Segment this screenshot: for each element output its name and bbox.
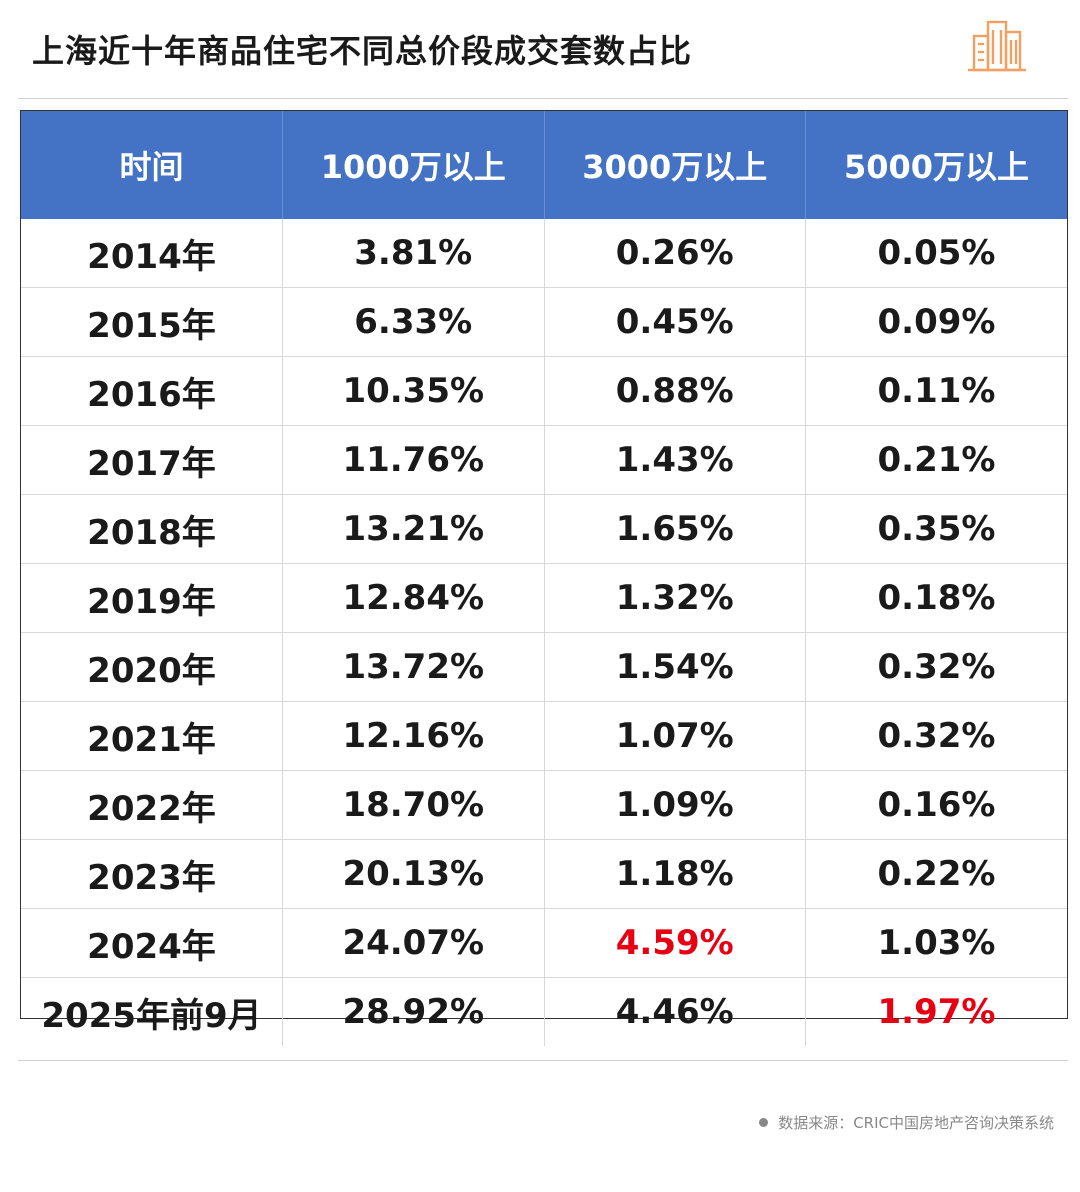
table-row: 2022年 18.70% 1.09% 0.16% (21, 770, 1067, 840)
table-cell: 10.35% (282, 356, 545, 426)
table-cell: 0.35% (805, 494, 1067, 564)
table-row: 2024年 24.07% 4.59% 1.03% (21, 908, 1067, 978)
table-cell: 13.72% (282, 632, 545, 702)
column-header-5000w: 5000万以上 (805, 111, 1067, 219)
table-cell: 0.11% (805, 356, 1067, 426)
row-year-cell: 2017年 (21, 425, 283, 495)
table-cell: 1.09% (544, 770, 806, 840)
table-row: 2016年 10.35% 0.88% 0.11% (21, 356, 1067, 426)
table-row: 2019年 12.84% 1.32% 0.18% (21, 563, 1067, 633)
table-cell: 24.07% (282, 908, 545, 978)
data-table: 时间 1000万以上 3000万以上 5000万以上 2014年 3.81% 0.2… (21, 111, 1067, 1046)
table-cell: 1.32% (544, 563, 806, 633)
table-cell: 6.33% (282, 287, 545, 357)
table-cell: 28.92% (282, 977, 545, 1046)
column-header-1000w: 1000万以上 (282, 111, 545, 219)
table-cell: 0.21% (805, 425, 1067, 495)
table-row: 2025年前9月 28.92% 4.46% 1.97% (21, 977, 1067, 1046)
table-cell: 4.46% (544, 977, 806, 1046)
table-cell: 18.70% (282, 770, 545, 840)
table-cell: 1.65% (544, 494, 806, 564)
column-header-3000w: 3000万以上 (544, 111, 806, 219)
table-cell: 13.21% (282, 494, 545, 564)
row-year-cell: 2014年 (21, 219, 283, 288)
table-cell: 20.13% (282, 839, 545, 909)
table-cell: 0.22% (805, 839, 1067, 909)
bottom-divider (18, 1060, 1068, 1061)
table-cell: 0.05% (805, 219, 1067, 288)
table-cell: 12.16% (282, 701, 545, 771)
top-divider (18, 98, 1068, 99)
table-cell: 0.16% (805, 770, 1067, 840)
table-cell: 11.76% (282, 425, 545, 495)
row-year-cell: 2019年 (21, 563, 283, 633)
row-year-cell: 2015年 (21, 287, 283, 357)
row-year-cell: 2022年 (21, 770, 283, 840)
table-cell: 0.32% (805, 632, 1067, 702)
building-logo-icon (968, 20, 1026, 72)
table-cell: 1.43% (544, 425, 806, 495)
table-cell: 0.88% (544, 356, 806, 426)
source-note: 数据来源：CRIC中国房地产咨询决策系统 (759, 1112, 1054, 1133)
table-cell: 0.09% (805, 287, 1067, 357)
table-row: 2020年 13.72% 1.54% 0.32% (21, 632, 1067, 702)
row-year-cell: 2020年 (21, 632, 283, 702)
table-cell: 3.81% (282, 219, 545, 288)
row-year-cell: 2021年 (21, 701, 283, 771)
table-row: 2021年 12.16% 1.07% 0.32% (21, 701, 1067, 771)
row-year-cell: 2025年前9月 (21, 977, 283, 1046)
table-row: 2023年 20.13% 1.18% 0.22% (21, 839, 1067, 909)
table-row: 2015年 6.33% 0.45% 0.09% (21, 287, 1067, 357)
table-cell: 12.84% (282, 563, 545, 633)
page-title: 上海近十年商品住宅不同总价段成交套数占比 (32, 32, 693, 70)
column-header-time: 时间 (21, 111, 283, 219)
table-body: 2014年 3.81% 0.26% 0.05% 2015年 6.33% 0.45% 0.09%… (21, 219, 1067, 1046)
source-text: 数据来源：CRIC中国房地产咨询决策系统 (778, 1114, 1054, 1132)
data-table-container: 时间 1000万以上 3000万以上 5000万以上 2014年 3.81% 0.2… (20, 110, 1068, 1046)
row-year-cell: 2018年 (21, 494, 283, 564)
table-cell: 0.45% (544, 287, 806, 357)
table-cell: 0.32% (805, 701, 1067, 771)
row-year-cell: 2023年 (21, 839, 283, 909)
table-cell: 1.54% (544, 632, 806, 702)
table-row: 2014年 3.81% 0.26% 0.05% (21, 219, 1067, 288)
table-header-row: 时间 1000万以上 3000万以上 5000万以上 (21, 111, 1067, 219)
table-cell: 4.59% (544, 908, 806, 978)
table-row: 2017年 11.76% 1.43% 0.21% (21, 425, 1067, 495)
table-cell: 1.18% (544, 839, 806, 909)
table-cell: 0.26% (544, 219, 806, 288)
table-cell: 0.18% (805, 563, 1067, 633)
table-cell: 1.97% (877, 992, 996, 1032)
table-row: 2018年 13.21% 1.65% 0.35% (21, 494, 1067, 564)
table-cell: 1.03% (805, 908, 1067, 978)
row-year-cell: 2024年 (21, 908, 283, 978)
table-cell: 1.07% (544, 701, 806, 771)
row-year-cell: 2016年 (21, 356, 283, 426)
bullet-dot-icon (759, 1118, 769, 1127)
